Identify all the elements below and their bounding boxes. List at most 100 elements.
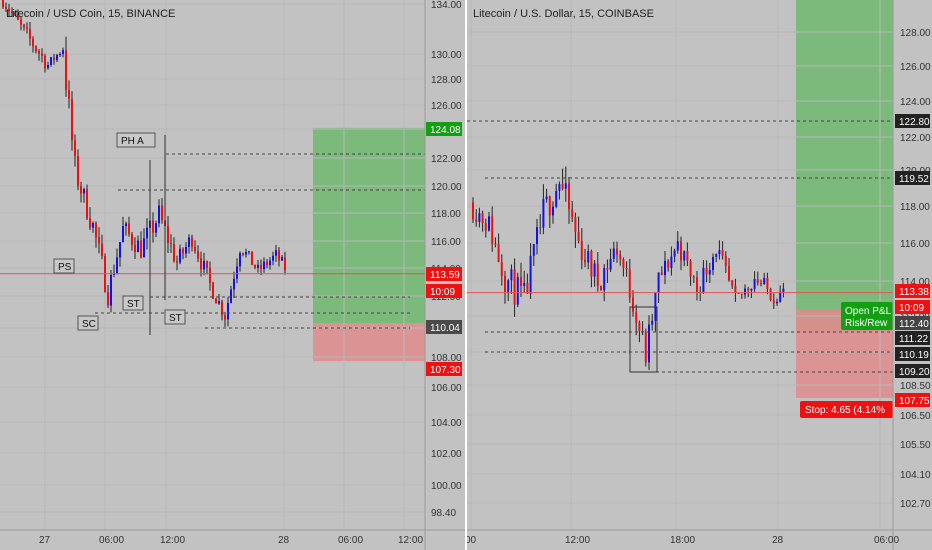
target-zone: [796, 0, 893, 300]
candle-body: [488, 216, 490, 231]
x-tick-label: 28: [772, 535, 784, 546]
candle-body: [101, 243, 103, 257]
candle-body: [2, 0, 4, 8]
price-tag-label: 111.22: [899, 334, 929, 345]
price-tag-label: 109.20: [899, 367, 930, 378]
candle-body: [686, 251, 689, 262]
candle-body: [254, 265, 256, 268]
annotation-label: PS: [58, 262, 72, 273]
candle-body: [74, 140, 76, 157]
price-tag: [895, 284, 930, 298]
candle-body: [606, 268, 609, 270]
candle-body: [77, 156, 79, 187]
y-tick-label: 105.50: [900, 440, 931, 451]
candle-body: [708, 270, 711, 275]
candle-body: [475, 219, 478, 222]
candle-body: [263, 261, 265, 270]
candle-body: [609, 258, 612, 270]
candle-body: [17, 13, 19, 20]
candle-body: [278, 250, 280, 261]
candle-body: [221, 301, 223, 316]
candle-body: [491, 216, 494, 244]
candle-body: [750, 288, 753, 291]
candle-body: [128, 223, 130, 235]
price-tag-label: 122.80: [899, 117, 930, 128]
candle-body: [628, 269, 631, 298]
price-tag: [426, 362, 462, 376]
candle-body: [35, 46, 37, 52]
candle-body: [756, 279, 759, 284]
candle-body: [760, 283, 762, 285]
y-tick-label: 114.00: [900, 277, 930, 288]
x-tick-label: 06:00: [99, 535, 124, 546]
annotation-label: ST: [127, 299, 140, 310]
candle-body: [71, 98, 73, 141]
pane-divider[interactable]: [465, 0, 467, 550]
candle-body: [53, 57, 55, 61]
price-tag: [895, 171, 930, 185]
candle-body: [5, 7, 7, 9]
candle-body: [119, 242, 121, 258]
price-tag-label: 113.59: [430, 270, 460, 281]
annotation-box: [116, 132, 156, 148]
binance-chart-canvas[interactable]: PH A PS SC ST ST 134.00 130.00 128.00 126.00 124…: [0, 0, 465, 550]
candle-body: [188, 237, 190, 248]
candle-body: [176, 261, 178, 263]
candle-body: [555, 190, 558, 207]
candle-body: [203, 260, 205, 270]
candle-body: [29, 28, 31, 39]
candle-body: [260, 264, 262, 270]
candle-body: [62, 50, 64, 55]
y-tick-label: 126.00: [431, 101, 462, 112]
candle-body: [520, 277, 522, 286]
price-tag-label: 107.30: [430, 365, 461, 376]
annotation-box: [77, 315, 99, 331]
price-tag-label: 10:09: [430, 287, 455, 298]
candle-body: [664, 260, 666, 276]
candle-body: [571, 209, 574, 217]
chart-pane-coinbase[interactable]: Stop: 4.65 (4.14% Open P&L Risk/Rew 128.00…: [467, 0, 932, 550]
candle-body: [137, 240, 139, 253]
candle-body: [542, 199, 545, 228]
price-tag-label: 10:09: [899, 303, 924, 314]
candle-body: [281, 257, 283, 261]
candle-body: [625, 267, 628, 270]
annotation-box: [164, 309, 186, 325]
price-tag-label: 107.75: [899, 396, 930, 407]
price-tag: [895, 300, 930, 314]
y-tick-label: 106.00: [431, 383, 462, 394]
candle-body: [131, 234, 133, 245]
y-tick-label: 116.00: [900, 239, 930, 250]
y-tick-label: 128.00: [431, 75, 462, 86]
candle-body: [712, 256, 714, 271]
candle-body: [718, 250, 721, 255]
candle-body: [86, 189, 88, 219]
candle-body: [657, 272, 660, 293]
candle-body: [635, 311, 638, 323]
candle-body: [769, 288, 772, 301]
candle-body: [577, 231, 580, 242]
candle-body: [772, 300, 775, 304]
y-tick-label: 108.50: [900, 381, 931, 392]
candle-body: [580, 241, 583, 261]
candle-body: [737, 292, 740, 294]
candle-body: [516, 277, 519, 305]
candle-body: [510, 269, 513, 281]
candle-body: [676, 241, 679, 251]
candle-body: [248, 251, 250, 253]
candle-body: [26, 27, 28, 29]
x-tick-label: 06:00: [338, 535, 363, 546]
x-tick-label: 06:00: [874, 535, 899, 546]
candle-body: [641, 330, 644, 332]
candle-body: [728, 266, 730, 281]
candle-body: [212, 282, 214, 299]
chart-pane-binance[interactable]: PH A PS SC ST ST 134.00 130.00 128.00 126.00 124…: [0, 0, 465, 550]
annotation-label: ST: [169, 313, 182, 324]
candle-body: [689, 261, 692, 277]
candle-body: [539, 227, 542, 229]
candle-body: [107, 291, 109, 306]
y-tick-label: 134.00: [431, 0, 462, 11]
candle-body: [753, 279, 756, 289]
candle-body: [779, 291, 782, 302]
